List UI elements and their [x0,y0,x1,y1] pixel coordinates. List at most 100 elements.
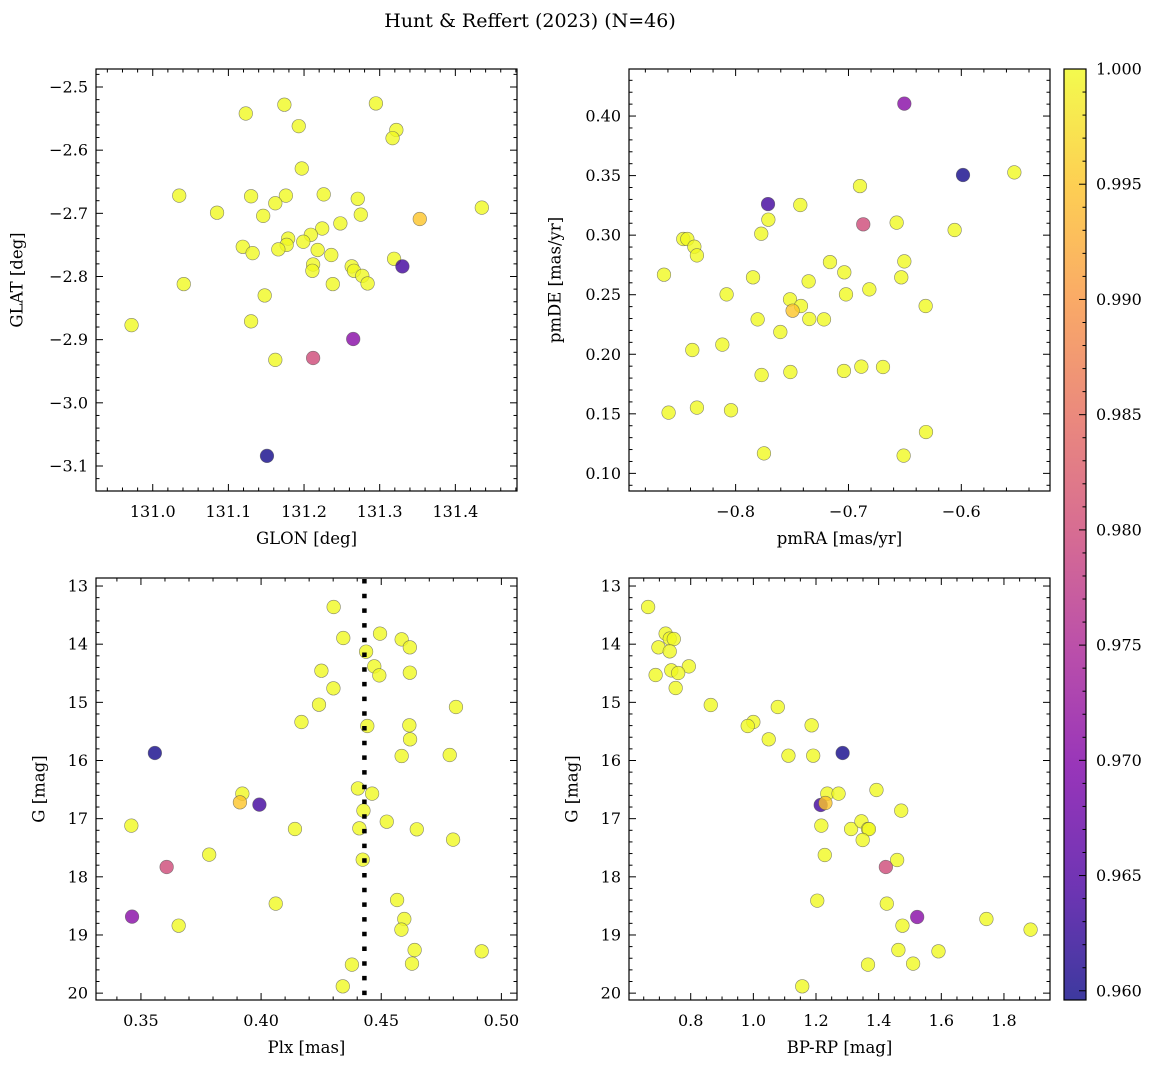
scatter-point [918,424,934,440]
y-tick-label: 0.20 [585,345,621,364]
scatter-point [344,957,360,972]
scatter-point [268,896,283,911]
scatter-point [689,400,705,415]
scatter-point [918,298,933,314]
colorbar-tick-label: 0.985 [1096,405,1142,424]
scatter-point [291,119,306,134]
scatter-point [862,282,877,297]
scatter-point [368,96,384,111]
x-tick-label: 1.6 [929,1011,954,1030]
y-tick-label: 20 [68,984,88,1003]
scatter-points [124,96,489,463]
scatter-point [395,259,410,274]
scatter-point [315,221,330,236]
x-tick-label: 131.0 [130,502,176,521]
scatter-point [843,821,859,837]
scatter-point [379,814,394,829]
axes-frame [628,577,1051,1001]
scatter-point [852,178,868,194]
y-tick-label: −2.5 [49,78,88,97]
scatter-point [822,254,838,270]
scatter-point [445,832,461,847]
x-tick-label: 131.1 [205,502,251,521]
x-tick-label: 1.0 [741,1011,766,1030]
y-tick-label: 17 [601,809,621,828]
scatter-point [294,714,309,730]
scatter-point [656,267,672,282]
scatter-point [761,732,776,747]
scatter-point [172,188,187,203]
scatter-point [259,448,275,463]
x-tick-label: 0.35 [123,1011,159,1030]
scatter-point [835,745,850,761]
scatter-point [760,196,776,212]
scatter-point [394,748,409,764]
scatter-point [335,979,350,994]
scatter-point [715,337,730,352]
scatter-point [754,367,769,383]
colorbar-tick-label: 0.975 [1096,636,1142,655]
x-tick-label: 1.2 [803,1011,828,1030]
scatter-point [243,314,259,329]
scatter-point [350,191,365,206]
y-tick-label: −2.6 [49,141,88,160]
scatter-panel-2: −0.8 −0.7 −0.6 0.10 0.15 0.20 0.25 0.30 0.35 0.40… [546,68,1051,548]
y-tick-label: 0.10 [585,464,621,483]
x-tick-label: 0.50 [484,1011,520,1030]
scatter-point [243,189,259,204]
colorbar-gradient [1064,69,1086,1000]
scatter-point [171,918,186,933]
scatter-point [955,167,971,183]
y-tick-label: −3.0 [49,393,88,412]
scatter-point [311,697,327,712]
x-tick-label: 0.8 [678,1011,703,1030]
axes-frame [95,577,518,1001]
scatter-point [333,216,348,231]
scatter-point [294,161,309,176]
y-tick-label: 13 [601,577,621,596]
scatter-points [656,96,1022,463]
scatter-point [781,748,796,763]
scatter-point [854,359,869,374]
scatter-point [326,681,341,696]
scatter-point [754,226,769,241]
scatter-point [324,247,339,263]
scatter-point [124,909,140,924]
colorbar-tick-label: 0.970 [1096,751,1142,770]
scatter-point [448,699,464,715]
scatter-point [910,909,925,925]
scatter-point [412,211,427,227]
y-tick-label: 17 [68,809,88,828]
scatter-point [326,599,341,615]
scatter-point [770,699,785,715]
scatter-point [703,697,718,713]
scatter-point [268,196,283,211]
y-tick-label: −3.1 [49,456,88,475]
colorbar: 0.960 0.965 0.970 0.975 0.980 0.985 0.990 0.995… [1063,60,1142,1001]
scatter-point [296,234,311,249]
y-axis-label: G [mag] [30,755,49,822]
scatter-point [316,187,331,202]
scatter-point [856,217,871,232]
scatter-point [404,956,420,971]
scatter-point [861,822,877,837]
scatter-point [648,667,663,683]
scatter-point [801,274,816,289]
scatter-point [756,446,772,461]
scatter-point [816,312,832,327]
scatter-point [719,287,734,302]
x-tick-label: −0.8 [716,502,755,521]
scatter-point [740,718,755,734]
scatter-point [238,106,253,121]
y-tick-label: 0.30 [585,226,621,245]
scatter-point [879,896,894,911]
y-tick-label: 0.15 [585,404,621,423]
scatter-point [402,732,418,747]
colorbar-tick-label: 0.980 [1096,520,1142,539]
scatter-point [931,944,946,959]
axis-ticks [96,69,517,491]
y-tick-label: 13 [68,577,88,596]
x-tick-label: 131.2 [281,502,327,521]
scatter-point [310,242,325,258]
